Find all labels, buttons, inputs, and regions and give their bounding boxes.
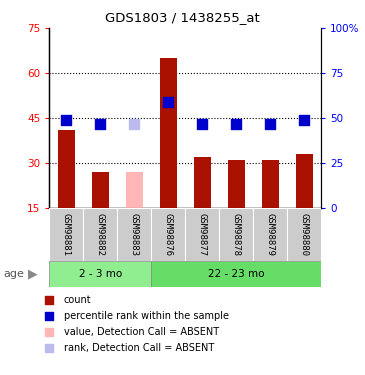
Bar xyxy=(194,157,211,208)
Text: GSM98879: GSM98879 xyxy=(266,213,275,256)
Bar xyxy=(160,58,177,208)
Bar xyxy=(58,130,75,208)
Text: GSM98881: GSM98881 xyxy=(62,213,71,256)
Bar xyxy=(92,172,109,208)
Bar xyxy=(151,208,185,261)
Point xyxy=(233,120,239,126)
Point xyxy=(165,99,171,105)
Point xyxy=(97,120,103,126)
Point xyxy=(131,120,137,126)
Text: rank, Detection Call = ABSENT: rank, Detection Call = ABSENT xyxy=(64,344,214,353)
Point xyxy=(301,117,307,123)
Text: 2 - 3 mo: 2 - 3 mo xyxy=(78,269,122,279)
Bar xyxy=(151,261,321,287)
Bar xyxy=(228,160,245,208)
Bar xyxy=(83,208,117,261)
Text: value, Detection Call = ABSENT: value, Detection Call = ABSENT xyxy=(64,327,219,337)
Text: percentile rank within the sample: percentile rank within the sample xyxy=(64,311,229,321)
Bar xyxy=(126,172,143,208)
Text: age: age xyxy=(4,269,24,279)
Bar xyxy=(185,208,219,261)
Bar xyxy=(49,208,83,261)
Text: 22 - 23 mo: 22 - 23 mo xyxy=(208,269,265,279)
Bar xyxy=(253,208,287,261)
Text: GSM98877: GSM98877 xyxy=(198,213,207,256)
Point xyxy=(267,120,273,126)
Bar xyxy=(49,261,151,287)
Text: GSM98882: GSM98882 xyxy=(96,213,105,256)
Point xyxy=(64,117,69,123)
Point xyxy=(46,345,52,351)
Point xyxy=(46,313,52,319)
Text: ▶: ▶ xyxy=(28,267,38,280)
Point xyxy=(46,329,52,335)
Point xyxy=(199,120,205,126)
Point xyxy=(46,297,52,303)
Text: GSM98878: GSM98878 xyxy=(232,213,241,256)
Bar xyxy=(117,208,151,261)
Bar xyxy=(262,160,279,208)
Bar xyxy=(296,154,313,208)
Text: GSM98876: GSM98876 xyxy=(164,213,173,256)
Bar xyxy=(219,208,253,261)
Text: GDS1803 / 1438255_at: GDS1803 / 1438255_at xyxy=(105,11,260,24)
Bar xyxy=(287,208,321,261)
Text: count: count xyxy=(64,295,92,305)
Text: GSM98880: GSM98880 xyxy=(300,213,309,256)
Text: GSM98883: GSM98883 xyxy=(130,213,139,256)
